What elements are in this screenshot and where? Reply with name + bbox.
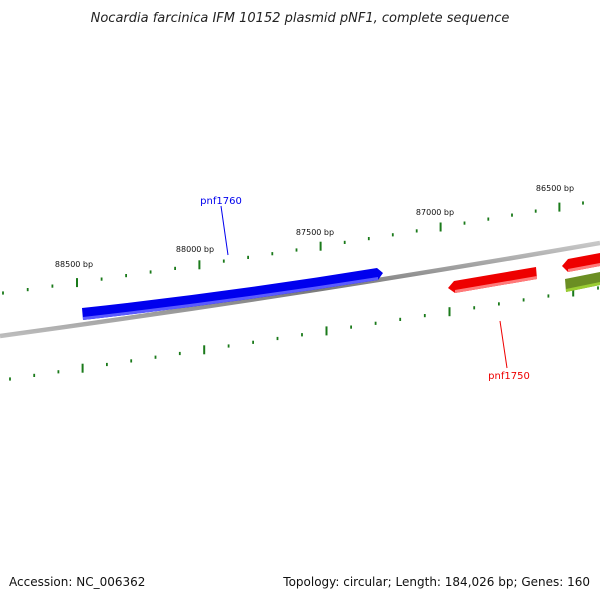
gene-label-group-pnf1760: pnf1760 <box>200 196 242 256</box>
sequence-backbone <box>0 240 600 339</box>
gene-pnf1760[interactable] <box>82 268 383 320</box>
gene-arrow-pnf1760-shade <box>83 277 378 320</box>
gene-arrow-partial-reverse[interactable] <box>565 272 600 292</box>
outer-ruler <box>2 201 584 295</box>
gene-label-pnf1750[interactable]: pnf1750 <box>488 371 530 382</box>
position-label-87500: 87500 bp <box>296 228 334 237</box>
gene-partial-forward[interactable] <box>562 253 600 272</box>
position-labels: 86500 bp 87000 bp 87500 bp 88000 bp 8850… <box>55 184 574 269</box>
gene-arrow-pnf1750[interactable] <box>448 267 537 293</box>
summary-text: Topology: circular; Length: 184,026 bp; … <box>283 575 590 589</box>
gene-pnf1750[interactable] <box>448 267 537 293</box>
gene-arrow-partial-reverse-shade <box>566 282 600 292</box>
gene-arrow-pnf1750-shade <box>455 276 537 293</box>
position-label-88500: 88500 bp <box>55 260 93 269</box>
position-label-86500: 86500 bp <box>536 184 574 193</box>
gene-partial-reverse[interactable] <box>565 272 600 292</box>
gene-arrow-partial-forward-shade <box>568 263 600 272</box>
position-label-88000: 88000 bp <box>176 245 214 254</box>
position-label-87000: 87000 bp <box>416 208 454 217</box>
accession-text: Accession: NC_006362 <box>9 575 146 589</box>
leader-line-pnf1750 <box>499 320 508 369</box>
map-title: Nocardia farcinica IFM 10152 plasmid pNF… <box>91 11 510 26</box>
gene-label-group-pnf1750: pnf1750 <box>488 320 530 382</box>
gene-label-pnf1760[interactable]: pnf1760 <box>200 196 242 207</box>
gene-arrow-pnf1760[interactable] <box>82 268 383 320</box>
leader-line-pnf1760 <box>220 205 229 256</box>
inner-ruler <box>9 286 599 381</box>
